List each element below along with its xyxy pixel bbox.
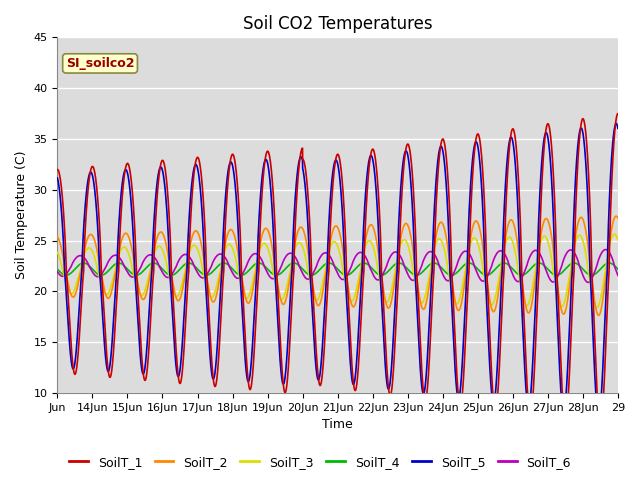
X-axis label: Time: Time bbox=[323, 419, 353, 432]
Title: Soil CO2 Temperatures: Soil CO2 Temperatures bbox=[243, 15, 433, 33]
Legend: SoilT_1, SoilT_2, SoilT_3, SoilT_4, SoilT_5, SoilT_6: SoilT_1, SoilT_2, SoilT_3, SoilT_4, Soil… bbox=[64, 451, 576, 474]
Y-axis label: Soil Temperature (C): Soil Temperature (C) bbox=[15, 151, 28, 279]
Text: SI_soilco2: SI_soilco2 bbox=[66, 57, 134, 70]
